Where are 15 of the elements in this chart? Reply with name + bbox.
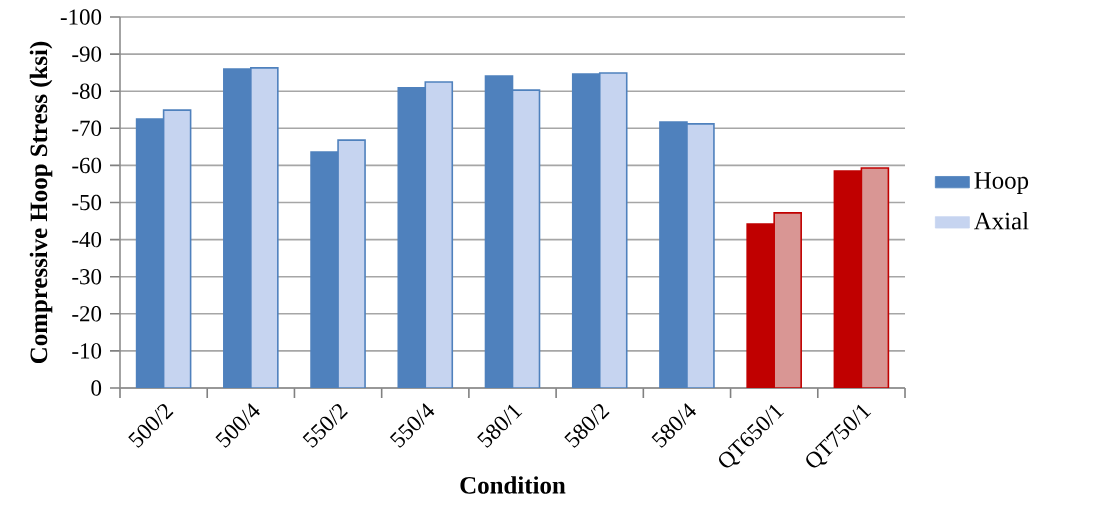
y-tick-label: -60	[72, 157, 102, 174]
y-tick-label: -80	[72, 83, 102, 99]
y-tick-label: -40	[72, 231, 102, 248]
y-tick-label: 0	[91, 380, 102, 396]
y-tick-label: -100	[60, 9, 102, 25]
y-tick-label: -20	[72, 306, 102, 322]
y-tick-label: -30	[72, 268, 102, 285]
y-axis-title: Compressive Hoop Stress (ksi)	[29, 41, 53, 364]
y-tick-label: -10	[72, 343, 102, 359]
y-tick-label: -50	[72, 194, 102, 211]
legend-label: Hoop	[974, 172, 1029, 194]
legend-label: Axial	[973, 212, 1029, 230]
x-axis-title: Condition	[460, 476, 566, 494]
y-tick-label: -90	[72, 46, 102, 62]
y-tick-label: -70	[72, 120, 102, 137]
